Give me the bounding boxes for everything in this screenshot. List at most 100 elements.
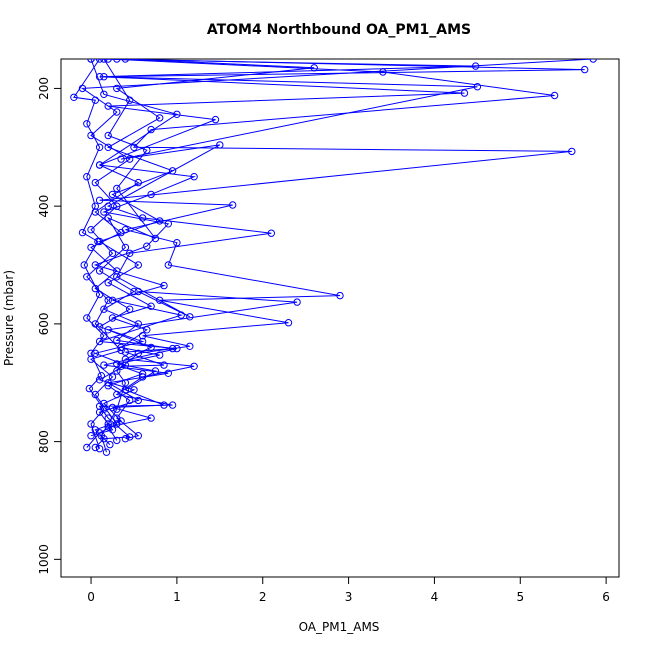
y-tick-label: 200 — [37, 77, 51, 100]
series-layer — [70, 59, 597, 456]
series-profile-2 — [91, 59, 589, 452]
data-point — [91, 261, 100, 269]
data-point — [550, 91, 559, 100]
y-axis-label: Pressure (mbar) — [2, 270, 16, 366]
chart-title: ATOM4 Northbound OA_PM1_AMS — [207, 22, 471, 38]
data-point — [94, 237, 102, 246]
data-point — [168, 344, 177, 353]
y-tick-label: 600 — [37, 312, 51, 335]
data-point — [134, 432, 143, 440]
data-point — [121, 243, 130, 252]
series-profile-7 — [70, 59, 108, 453]
data-point — [126, 396, 134, 405]
data-point — [121, 348, 130, 356]
data-point — [216, 141, 224, 149]
data-point — [134, 320, 143, 328]
x-tick-label: 2 — [259, 590, 267, 604]
data-point — [186, 313, 194, 321]
series-line — [90, 59, 476, 437]
data-point — [143, 242, 151, 250]
data-point — [113, 84, 121, 93]
data-point — [108, 190, 117, 199]
x-tick-label: 6 — [602, 590, 610, 604]
data-point — [113, 414, 121, 422]
data-point — [229, 201, 237, 209]
data-point — [87, 420, 95, 428]
data-point — [143, 326, 151, 334]
data-point — [121, 59, 130, 63]
data-point — [156, 351, 164, 359]
data-point — [168, 167, 177, 175]
data-point — [121, 435, 130, 443]
data-point — [138, 370, 147, 378]
data-point — [97, 372, 106, 380]
data-point — [164, 220, 173, 228]
data-point — [113, 202, 121, 210]
data-point — [80, 261, 88, 269]
data-point — [293, 298, 301, 306]
data-point — [211, 115, 220, 124]
data-point — [113, 367, 121, 375]
data-point — [108, 403, 117, 412]
y-tick-label: 1000 — [37, 544, 51, 575]
data-point — [104, 102, 112, 110]
data-point — [284, 319, 293, 327]
data-point — [91, 443, 100, 452]
data-point — [104, 326, 112, 334]
data-point — [83, 314, 91, 322]
series-profile-4 — [87, 59, 181, 449]
data-point — [83, 120, 91, 128]
x-tick-label: 4 — [431, 590, 439, 604]
series-line — [98, 59, 315, 441]
x-tick-label: 1 — [173, 590, 181, 604]
data-point — [126, 96, 134, 104]
data-point — [173, 239, 181, 247]
data-point — [104, 423, 112, 431]
data-point — [143, 146, 151, 154]
data-point — [147, 190, 155, 199]
data-point — [113, 336, 121, 345]
data-point — [87, 226, 95, 234]
data-point — [117, 362, 125, 370]
data-point — [113, 436, 121, 445]
data-point — [160, 281, 168, 290]
data-point — [130, 143, 138, 152]
data-point — [589, 59, 597, 63]
data-point — [568, 147, 576, 156]
data-point — [91, 349, 100, 357]
data-point — [108, 314, 117, 322]
series-line — [98, 59, 173, 440]
data-point — [100, 305, 108, 313]
data-point — [113, 360, 121, 368]
data-point — [100, 332, 108, 340]
data-point — [121, 386, 130, 394]
data-point — [102, 448, 111, 456]
series-line — [73, 59, 105, 449]
data-point — [134, 261, 143, 269]
data-point — [104, 131, 112, 140]
data-point — [336, 291, 344, 300]
data-point — [100, 90, 108, 99]
data-point — [95, 429, 104, 437]
data-point — [95, 196, 104, 205]
data-point — [87, 349, 95, 357]
data-point — [130, 287, 138, 296]
data-point — [104, 296, 112, 304]
x-axis: 0 1 2 3 4 5 6 — [87, 576, 610, 604]
x-axis-label: OA_PM1_AMS — [299, 620, 380, 634]
data-point — [581, 65, 589, 74]
data-point — [108, 373, 117, 381]
data-point — [134, 396, 143, 405]
data-point — [190, 173, 198, 181]
data-point — [104, 279, 112, 287]
data-point — [104, 214, 112, 222]
data-point — [164, 369, 173, 377]
data-point — [104, 59, 112, 63]
data-point — [160, 401, 168, 409]
data-point — [104, 143, 112, 152]
data-point — [151, 367, 160, 375]
data-point — [100, 59, 108, 63]
data-point — [83, 443, 91, 452]
data-point — [310, 64, 318, 72]
